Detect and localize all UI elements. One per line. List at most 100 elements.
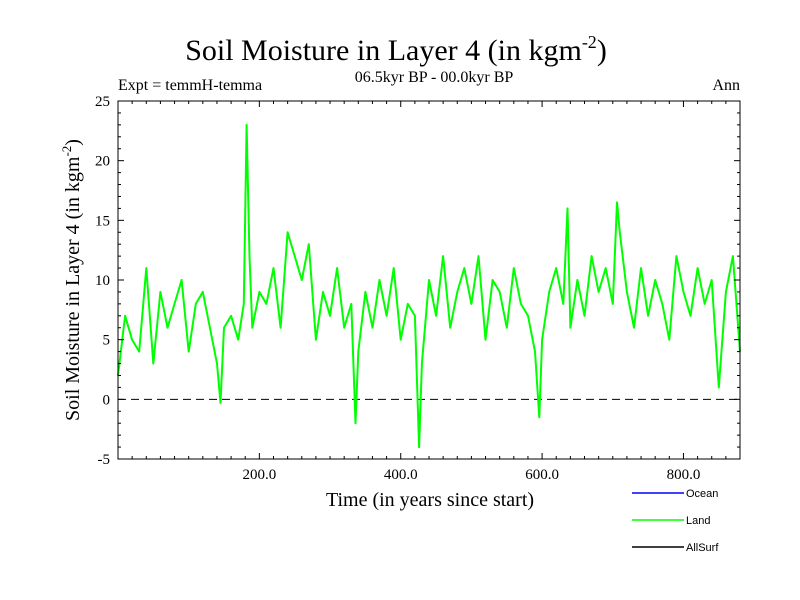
legend-label-ocean: Ocean bbox=[686, 488, 718, 500]
data-point bbox=[152, 362, 155, 365]
data-point bbox=[477, 255, 480, 257]
season-note: Ann bbox=[712, 77, 740, 94]
series-line-land bbox=[117, 123, 741, 449]
data-point bbox=[520, 303, 522, 305]
data-point bbox=[534, 350, 536, 353]
data-point bbox=[354, 422, 357, 425]
data-point bbox=[506, 326, 508, 329]
data-point bbox=[293, 255, 296, 257]
data-point bbox=[245, 124, 248, 126]
x-axis: 200.0 400.0 600.0 800.0 bbox=[131, 101, 727, 483]
data-point bbox=[209, 326, 211, 329]
legend-label-allsurf: AllSurf bbox=[686, 542, 719, 554]
data-point bbox=[597, 291, 600, 293]
data-point bbox=[131, 338, 133, 341]
experiment-note: Expt = temmH-temma bbox=[118, 77, 262, 94]
data-point bbox=[548, 291, 550, 293]
data-point bbox=[463, 267, 466, 269]
data-point bbox=[682, 291, 685, 293]
data-point bbox=[173, 303, 176, 305]
data-point bbox=[187, 350, 190, 353]
data-point bbox=[633, 326, 635, 329]
data-point bbox=[616, 201, 618, 204]
data-point bbox=[248, 255, 251, 257]
data-point bbox=[392, 267, 395, 269]
data-point bbox=[555, 267, 557, 269]
data-point bbox=[219, 402, 222, 404]
data-point bbox=[371, 326, 374, 329]
data-point bbox=[710, 279, 713, 281]
data-point bbox=[243, 303, 245, 305]
data-point bbox=[223, 326, 225, 329]
data-point bbox=[237, 338, 239, 341]
x-tick-label: 800.0 bbox=[667, 467, 701, 483]
chart-title: Soil Moisture in Layer 4 (in kgm-2) bbox=[185, 32, 607, 67]
data-point bbox=[329, 315, 331, 317]
data-point bbox=[195, 303, 197, 305]
legend: Ocean Land AllSurf bbox=[632, 488, 719, 554]
y-tick-label: -5 bbox=[98, 452, 111, 468]
data-point bbox=[513, 267, 515, 269]
data-point bbox=[491, 279, 494, 281]
data-point bbox=[350, 303, 353, 305]
data-point bbox=[428, 279, 430, 281]
data-point bbox=[619, 231, 621, 234]
data-point bbox=[272, 267, 275, 269]
data-point bbox=[668, 338, 671, 341]
data-point bbox=[661, 303, 664, 305]
y-tick-label: 10 bbox=[95, 273, 110, 289]
x-tick-label: 400.0 bbox=[384, 467, 418, 483]
data-point bbox=[357, 350, 360, 353]
data-point bbox=[604, 267, 607, 269]
data-point bbox=[569, 326, 572, 329]
data-point bbox=[435, 315, 437, 317]
data-point bbox=[612, 303, 614, 305]
y-tick-label: 0 bbox=[103, 392, 111, 408]
data-point bbox=[343, 326, 346, 329]
data-point bbox=[626, 291, 628, 293]
data-point bbox=[145, 267, 148, 269]
data-point bbox=[202, 291, 204, 293]
data-point bbox=[258, 291, 261, 293]
y-tick-label: 25 bbox=[95, 94, 110, 110]
data-point bbox=[562, 303, 565, 305]
data-point bbox=[527, 315, 529, 317]
data-point bbox=[449, 326, 452, 329]
chart-subtitle: 06.5kyr BP - 00.0kyr BP bbox=[355, 69, 514, 86]
data-point bbox=[675, 255, 678, 257]
data-point bbox=[725, 291, 727, 293]
data-point bbox=[470, 303, 473, 305]
y-tick-label: 5 bbox=[103, 333, 111, 349]
data-point bbox=[286, 231, 289, 234]
data-point bbox=[583, 315, 586, 317]
data-point bbox=[399, 338, 402, 341]
data-point bbox=[364, 291, 367, 293]
data-point bbox=[576, 279, 579, 281]
data-point bbox=[138, 350, 140, 353]
data-point bbox=[696, 267, 699, 269]
data-point bbox=[279, 326, 282, 329]
data-point bbox=[566, 207, 569, 210]
data-point bbox=[265, 303, 268, 305]
data-point bbox=[647, 315, 649, 317]
data-point bbox=[322, 291, 324, 293]
data-point bbox=[418, 446, 420, 448]
data-point bbox=[654, 279, 656, 281]
data-point bbox=[124, 315, 126, 317]
data-point bbox=[590, 255, 593, 257]
data-point bbox=[251, 326, 254, 329]
y-tick-label: 20 bbox=[95, 154, 110, 170]
x-tick-label: 600.0 bbox=[525, 467, 559, 483]
data-point bbox=[166, 326, 169, 329]
y-tick-label: 15 bbox=[95, 213, 110, 229]
y-axis: -5 0 5 10 15 20 25 bbox=[95, 94, 740, 468]
x-tick-label: 200.0 bbox=[242, 467, 276, 483]
data-point bbox=[718, 386, 720, 389]
data-point bbox=[703, 303, 706, 305]
data-point bbox=[336, 267, 338, 269]
data-point bbox=[732, 255, 734, 257]
series-group bbox=[117, 123, 741, 449]
data-point bbox=[407, 303, 409, 305]
legend-label-land: Land bbox=[686, 515, 710, 527]
